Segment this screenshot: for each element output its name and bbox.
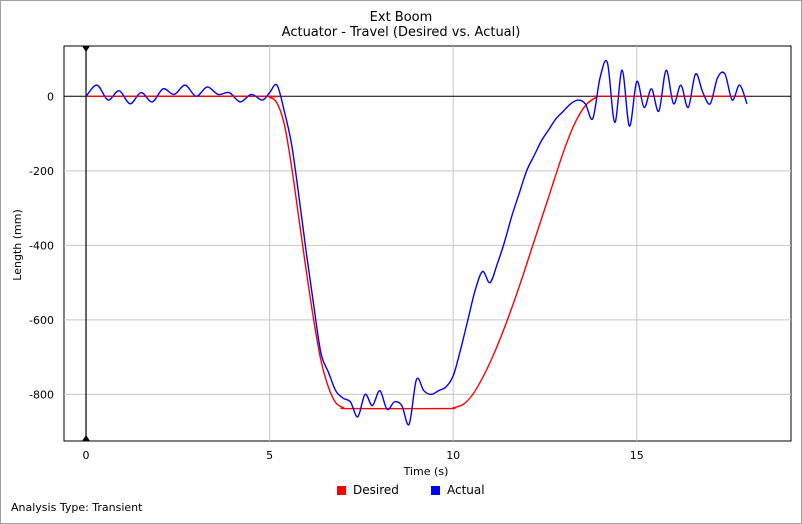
axis-arrow-top bbox=[82, 46, 91, 52]
x-tick-label: 10 bbox=[446, 449, 460, 462]
axis-arrow-bottom bbox=[82, 435, 91, 441]
series-line-desired bbox=[86, 95, 747, 410]
y-tick-label: -600 bbox=[29, 314, 54, 327]
legend-label-desired: Desired bbox=[353, 483, 399, 497]
series-line-actual bbox=[85, 59, 748, 426]
legend-item-actual[interactable]: Actual bbox=[431, 483, 485, 497]
legend-swatch-desired bbox=[337, 486, 346, 495]
analysis-type-label: Analysis Type: Transient bbox=[11, 501, 143, 514]
legend: Desired Actual bbox=[337, 483, 485, 497]
y-axis-label: Length (mm) bbox=[11, 209, 24, 280]
y-tick-label: -200 bbox=[29, 165, 54, 178]
plot-border bbox=[63, 45, 792, 442]
legend-swatch-actual bbox=[431, 486, 440, 495]
x-tick-label: 5 bbox=[266, 449, 273, 462]
chart-title: Ext Boom bbox=[370, 10, 433, 25]
x-tick-label: 0 bbox=[83, 449, 90, 462]
y-tick-label: -800 bbox=[29, 388, 54, 401]
legend-item-desired[interactable]: Desired bbox=[337, 483, 399, 497]
chart-subtitle: Actuator - Travel (Desired vs. Actual) bbox=[282, 25, 521, 40]
y-tick-label: 0 bbox=[47, 90, 54, 103]
x-axis-label: Time (s) bbox=[403, 465, 449, 478]
y-tick-label: -400 bbox=[29, 239, 54, 252]
x-tick-label: 15 bbox=[630, 449, 644, 462]
plot-area: 0 5 10 15 0 -200 -400 -600 -800 bbox=[29, 45, 792, 462]
legend-label-actual: Actual bbox=[447, 483, 485, 497]
